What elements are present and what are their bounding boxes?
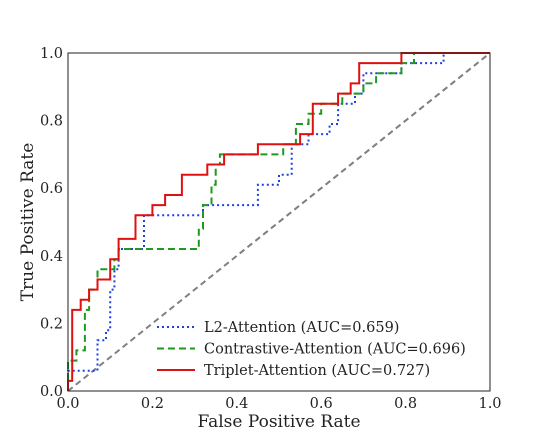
series-line-3: [67, 52, 490, 391]
x-axis-label: False Positive Rate: [197, 412, 360, 432]
y-tick-label: 1.0: [40, 46, 63, 62]
x-tick-label: 1.0: [478, 396, 501, 412]
x-tick-label: 0.6: [310, 396, 333, 412]
legend: L2-Attention (AUC=0.659) Contrastive-Atte…: [157, 320, 466, 379]
y-tick-label: 0.8: [40, 114, 63, 130]
y-axis-label: True Positive Rate: [18, 143, 38, 302]
series-layer: [67, 52, 491, 392]
x-tick-label: 0.8: [394, 396, 417, 412]
ticks-layer: 0.0 0.2 0.4 0.6 0.8 1.0 0.0 0.2 0.4 0.6 0.8 1.0: [40, 46, 502, 412]
chance-diagonal-line: [67, 52, 491, 392]
legend-label-2: Contrastive-Attention (AUC=0.696): [204, 342, 466, 358]
plot-frame: [67, 52, 491, 392]
y-tick-label: 0.0: [40, 384, 63, 400]
x-tick-label: 0.0: [56, 396, 79, 412]
y-tick-label: 0.6: [40, 181, 63, 197]
legend-label-3: Triplet-Attention (AUC=0.727): [204, 363, 430, 379]
y-tick-label: 0.4: [40, 249, 63, 265]
legend-label-1: L2-Attention (AUC=0.659): [204, 320, 399, 336]
x-tick-label: 0.2: [141, 396, 164, 412]
y-tick-label: 0.2: [40, 316, 63, 332]
x-tick-label: 0.4: [225, 396, 248, 412]
